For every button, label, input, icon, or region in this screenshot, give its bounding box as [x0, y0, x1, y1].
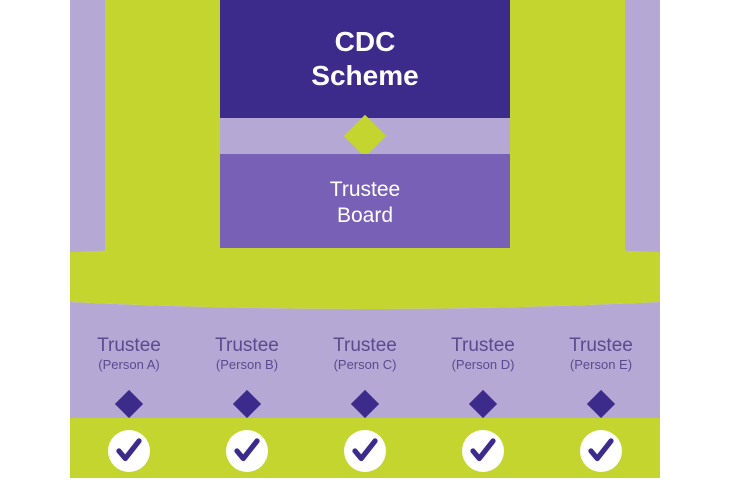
trustee-sub: (Person E): [570, 357, 632, 372]
trustee-box-2: Trustee(Person C): [306, 314, 424, 392]
trustee-title: Trustee: [215, 335, 279, 357]
trustee-box-4: Trustee(Person E): [542, 314, 660, 392]
check-icon-3: [462, 430, 504, 472]
trustee-sub: (Person C): [334, 357, 397, 372]
trustee-sub: (Person B): [216, 357, 278, 372]
trustee-title: Trustee: [569, 335, 633, 357]
trustee-box-1: Trustee(Person B): [188, 314, 306, 392]
board-title: TrusteeBoard: [330, 177, 400, 230]
trustee-box-3: Trustee(Person D): [424, 314, 542, 392]
trustee-title: Trustee: [451, 335, 515, 357]
check-icon-0: [108, 430, 150, 472]
trustee-sub: (Person A): [98, 357, 159, 372]
trustee-title: Trustee: [97, 335, 161, 357]
check-icon-4: [580, 430, 622, 472]
diagram-canvas: CDCSchemeTrusteeBoardTrustee(Person A)Tr…: [0, 0, 730, 500]
check-icon-1: [226, 430, 268, 472]
trustee-box-0: Trustee(Person A): [70, 314, 188, 392]
board-box: TrusteeBoard: [220, 154, 510, 252]
branch-arc: [70, 248, 660, 318]
trustee-sub: (Person D): [452, 357, 515, 372]
scheme-box: CDCScheme: [220, 0, 510, 118]
check-icon-2: [344, 430, 386, 472]
scheme-title: CDCScheme: [311, 25, 418, 92]
trustee-title: Trustee: [333, 335, 397, 357]
